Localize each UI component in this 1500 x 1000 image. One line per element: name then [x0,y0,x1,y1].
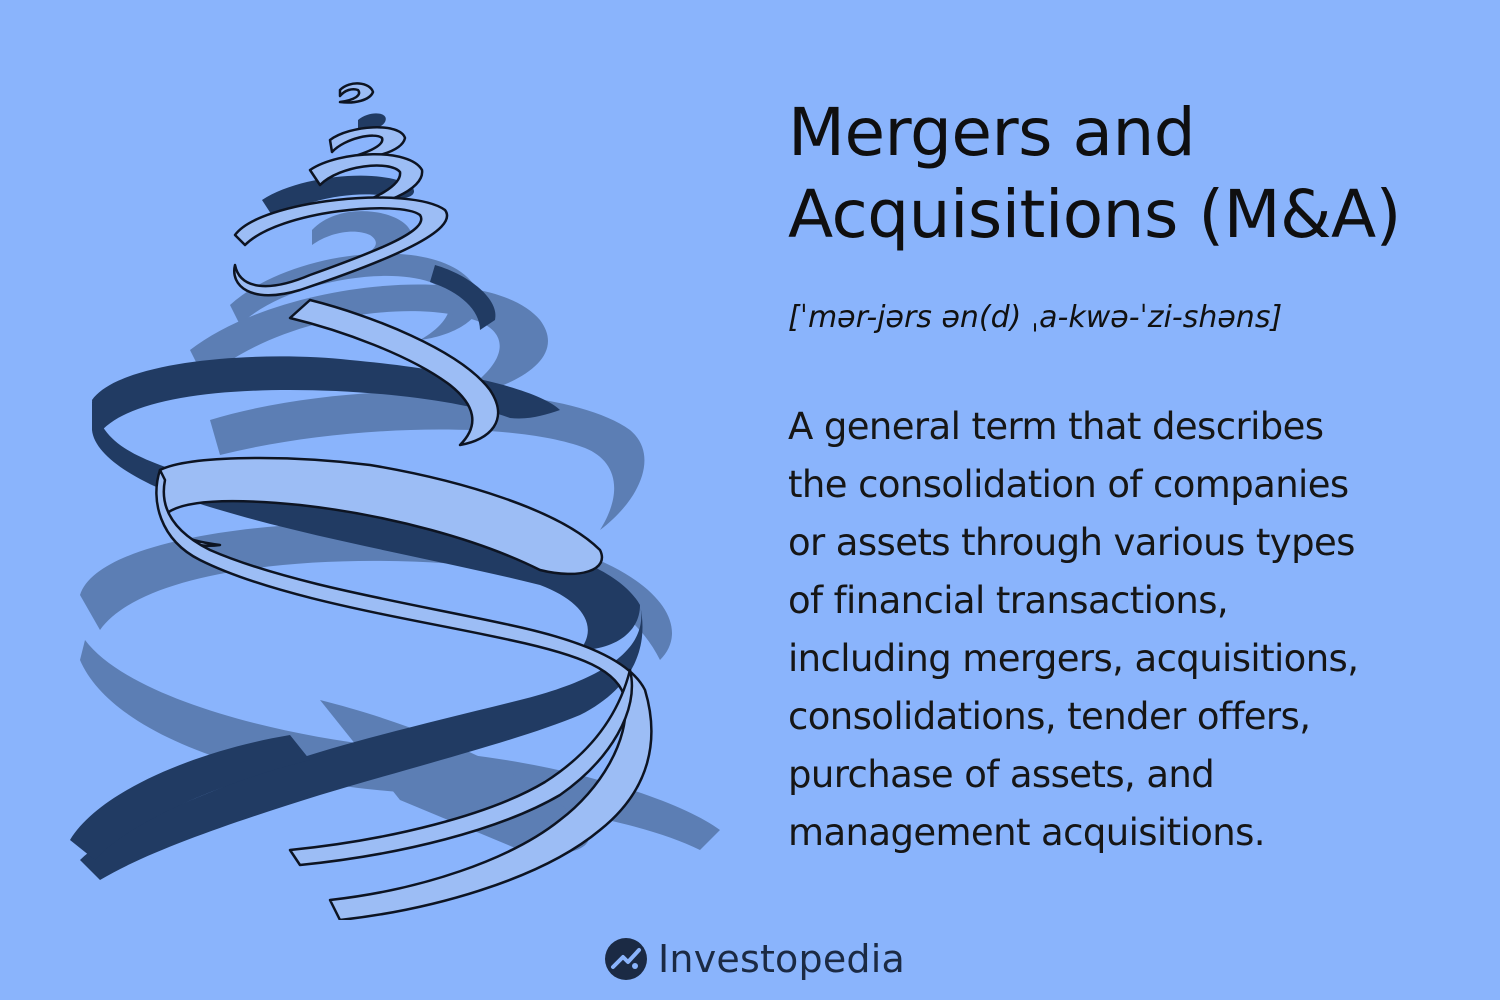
definition-line: the consolidation of companies [788,463,1349,506]
definition-line: consolidations, tender offers, [788,695,1311,738]
dark-band-1 [358,113,386,130]
definition-panel: Mergers and Acquisitions (M&A) [ˈmər-jər… [788,92,1478,862]
definition-line: or assets through various types [788,521,1355,564]
back-band-2 [230,253,481,340]
page-title: Mergers and Acquisitions (M&A) [788,92,1478,256]
dark-band-7 [70,735,310,860]
light-outlined-ribbon [155,82,653,920]
definition-line: including mergers, acquisitions, [788,637,1359,680]
ribbon-spiral-illustration [70,82,720,920]
back-band-3 [190,284,548,400]
definition-line: A general term that describes [788,405,1324,448]
brand-name: Investopedia [658,937,905,981]
light-band-7 [155,468,653,920]
definition-line: purchase of assets, and [788,753,1215,796]
title-line-1: Mergers and [788,94,1196,171]
definition-line: management acquisitions. [788,811,1266,854]
back-band-4 [210,391,645,530]
back-band-6 [80,640,720,850]
light-band-1 [338,82,375,104]
title-line-2: Acquisitions (M&A) [788,176,1401,253]
investopedia-logo-icon [605,938,647,980]
light-band-8 [288,668,634,867]
definition-text: A general term that describes the consol… [788,398,1478,862]
dark-band-3 [430,265,496,330]
brand-logo: Investopedia [604,931,905,987]
dark-band-2 [262,175,415,220]
dark-band-5 [92,400,640,650]
light-band-5 [288,298,500,447]
definition-line: of financial transactions, [788,579,1229,622]
pronunciation: [ˈmər-jərs ən(d) ˌa-kwə-ˈzi-shəns] [788,300,1283,335]
dark-band-6 [80,605,643,880]
light-band-4 [233,196,449,297]
